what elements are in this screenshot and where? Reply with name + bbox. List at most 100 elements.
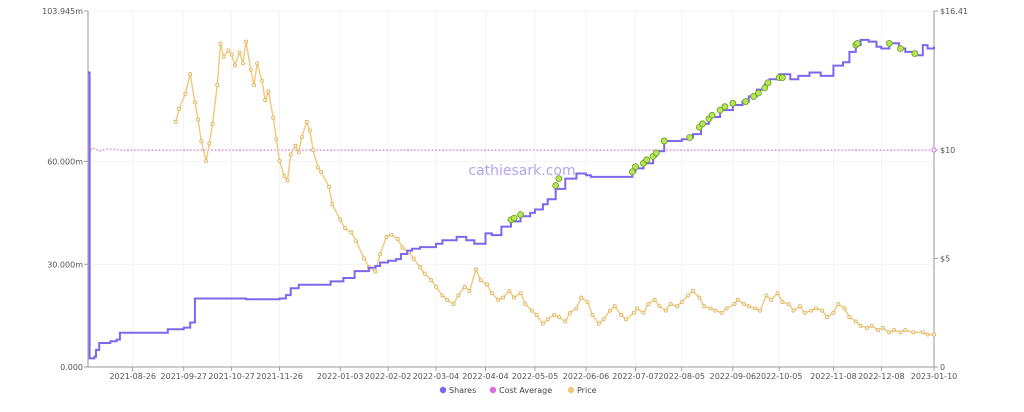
price-point — [652, 297, 657, 302]
legend-item-shares[interactable]: Shares — [439, 386, 476, 395]
price-point — [389, 232, 394, 237]
price-point — [646, 302, 651, 307]
price-point — [218, 41, 223, 46]
x-tick-label: 2022-04-04 — [462, 372, 509, 381]
buy-marker — [729, 99, 737, 107]
price-point — [732, 302, 737, 307]
price-point — [237, 50, 242, 55]
price-point — [836, 302, 841, 307]
x-tick-label: 2022-02-02 — [365, 372, 412, 381]
price-point — [797, 304, 802, 309]
y-right-tick-label: $10 — [940, 146, 955, 155]
buy-marker — [628, 168, 636, 176]
buy-marker — [721, 103, 729, 111]
legend-swatch — [489, 386, 497, 394]
buy-marker — [643, 156, 651, 164]
buy-marker — [686, 134, 694, 141]
price-point — [384, 234, 389, 239]
price-point — [429, 278, 434, 283]
x-tick-label: 2022-07-07 — [612, 372, 659, 381]
price-point — [473, 267, 478, 272]
axes: 2021-08-26 2021-09-27 2021-10-27 2021-11-26… — [42, 7, 968, 381]
x-tick-label: 2021-10-27 — [208, 372, 255, 381]
price-point — [512, 295, 517, 300]
legend-label: Shares — [449, 386, 476, 395]
price-point — [338, 217, 343, 222]
price-point — [585, 299, 590, 304]
y-right-tick-label: $5 — [940, 255, 950, 264]
y-right-tick-label: 0 — [940, 363, 945, 372]
price-point — [769, 297, 774, 302]
price-point — [556, 315, 561, 320]
watermark: cathiesark.com — [468, 163, 575, 179]
x-tick-label: 2022-06-06 — [563, 372, 610, 381]
x-tick-label: 2023-01-10 — [911, 372, 958, 381]
price-point — [903, 328, 908, 333]
price-point — [445, 297, 450, 302]
x-tick-label: 2022-08-05 — [659, 372, 706, 381]
price-point — [540, 321, 545, 326]
legend-item-cost-average[interactable]: Cost Average — [489, 386, 552, 395]
price-point — [210, 122, 215, 126]
buy-marker — [632, 163, 639, 171]
price-point — [892, 328, 897, 333]
x-tick-label: 2022-05-05 — [512, 372, 559, 381]
legend-label: Cost Average — [499, 386, 552, 395]
legend-swatch — [567, 386, 575, 394]
price-point — [813, 306, 818, 311]
price-point — [596, 321, 601, 326]
price-point — [619, 312, 624, 317]
y-left-tick-label: 30.000m — [47, 260, 83, 269]
price-point — [434, 284, 438, 289]
price-point — [373, 269, 378, 274]
price-point — [853, 319, 858, 324]
price-point — [215, 83, 220, 87]
price-point — [675, 304, 679, 309]
price-point — [285, 178, 290, 183]
grid-lines — [88, 10, 935, 368]
price-point — [299, 135, 304, 139]
legend-item-price[interactable]: Price — [567, 386, 597, 395]
price-point — [277, 158, 282, 163]
price-point — [395, 237, 400, 241]
price-point — [199, 139, 204, 144]
price-point — [702, 304, 707, 309]
buy-marker — [555, 175, 563, 183]
x-tick-label: 2022-12-08 — [858, 372, 905, 381]
price-point — [735, 297, 740, 302]
price-point — [925, 332, 930, 337]
price-point — [590, 312, 595, 317]
price-point — [635, 306, 640, 311]
price-point — [343, 226, 347, 231]
price-point — [742, 302, 746, 307]
price-point — [568, 310, 573, 315]
buy-marker — [660, 137, 668, 145]
price-point — [349, 230, 354, 235]
buy-marker — [750, 93, 758, 100]
buy-marker — [517, 211, 524, 218]
price-point — [802, 310, 807, 315]
price-point — [880, 326, 885, 330]
buy-marker — [716, 106, 724, 114]
price-point — [378, 252, 383, 257]
price-point — [869, 323, 874, 328]
x-tick-label: 2022-11-08 — [810, 372, 857, 381]
buy-marker — [652, 149, 660, 157]
x-tick-label: 2022-10-05 — [756, 372, 803, 381]
legend[interactable]: Shares Cost Average Price — [439, 386, 597, 395]
buy-marker — [708, 111, 716, 119]
price-point — [534, 312, 539, 317]
price-point — [579, 295, 584, 300]
price-point — [708, 306, 713, 311]
price-point — [489, 291, 494, 296]
price-point — [858, 323, 863, 328]
price-point — [631, 310, 636, 315]
price-point — [252, 83, 256, 87]
price-point — [719, 310, 724, 315]
price-point — [307, 128, 312, 133]
y-left-tick-label: 60.000m — [47, 158, 83, 167]
price-point — [775, 291, 780, 296]
cost-average-end-point — [931, 147, 937, 153]
price-point — [612, 304, 617, 309]
